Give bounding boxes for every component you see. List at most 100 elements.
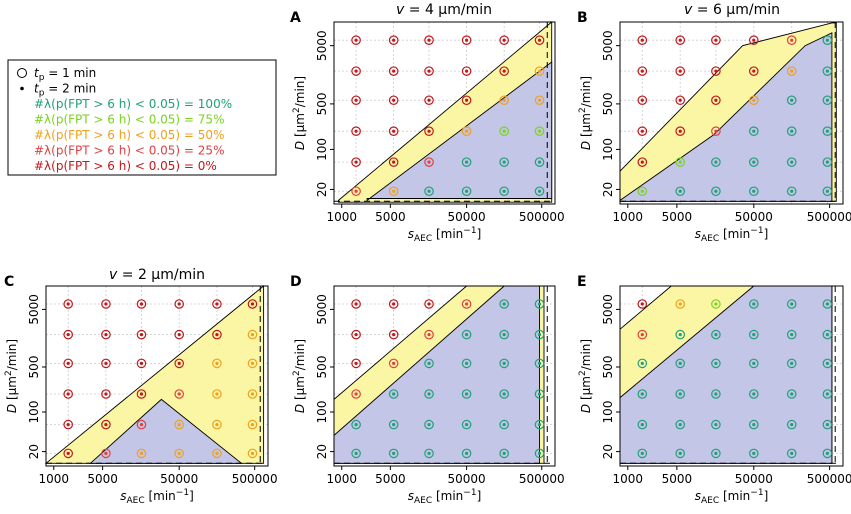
data-points xyxy=(351,299,545,459)
point-tp1 xyxy=(637,329,648,340)
point-tp1 xyxy=(748,448,759,459)
point-tp2 xyxy=(104,451,108,455)
point-tp2 xyxy=(640,451,644,455)
point-tp2 xyxy=(678,69,682,73)
point-tp1 xyxy=(534,358,545,369)
point-tp2 xyxy=(427,361,431,365)
point-tp1 xyxy=(534,186,545,197)
point-tp1 xyxy=(786,35,797,45)
x-tick-label: 50000 xyxy=(160,472,198,486)
point-tp2 xyxy=(465,189,469,193)
point-tp1 xyxy=(461,186,472,197)
legend-item: #λ(p(FPT > 6 h) < 0.05) = 50% xyxy=(34,128,224,142)
point-tp2 xyxy=(640,392,644,396)
point-tp1 xyxy=(351,35,361,45)
legend-label: #λ(p(FPT > 6 h) < 0.05) = 50% xyxy=(34,128,224,142)
point-tp2 xyxy=(825,98,829,102)
point-tp2 xyxy=(392,333,396,337)
point-tp2 xyxy=(537,333,542,337)
point-tp1 xyxy=(351,157,361,167)
point-tp1 xyxy=(212,389,222,399)
point-tp1 xyxy=(101,358,111,369)
point-tp1 xyxy=(63,448,73,459)
point-tp2 xyxy=(825,333,829,337)
point-tp2 xyxy=(640,98,644,102)
point-tp1 xyxy=(786,419,797,430)
point-tp2 xyxy=(678,129,682,133)
point-tp1 xyxy=(174,419,184,430)
point-tp1 xyxy=(136,448,147,459)
point-tp1 xyxy=(461,66,472,76)
legend-item: #λ(p(FPT > 6 h) < 0.05) = 100% xyxy=(34,97,232,111)
point-tp1 xyxy=(424,126,434,136)
point-tp1 xyxy=(499,448,509,459)
point-tp1 xyxy=(748,389,759,399)
y-tick-label: 5000 xyxy=(601,294,615,325)
point-tp1 xyxy=(174,299,184,309)
point-tp1 xyxy=(534,329,545,340)
point-tp2 xyxy=(177,423,181,427)
data-points xyxy=(637,35,833,197)
point-tp1 xyxy=(499,299,509,309)
point-tp2 xyxy=(354,451,358,455)
point-tp1 xyxy=(424,419,434,430)
point-tp2 xyxy=(427,129,431,133)
y-axis-label: D [μm2/min] xyxy=(578,339,593,413)
y-axis-label: D [μm2/min] xyxy=(4,339,19,413)
x-tick-label: 50000 xyxy=(735,210,773,224)
point-tp1 xyxy=(499,419,509,430)
x-tick-label: 500000 xyxy=(519,210,565,224)
panel-title: v = 4 μm/min xyxy=(396,2,492,18)
point-tp1 xyxy=(424,448,434,459)
y-axis-label: D [μm2/min] xyxy=(578,76,593,150)
x-tick-label: 50000 xyxy=(448,472,486,486)
point-tp2 xyxy=(640,302,644,306)
y-tick-label: 20 xyxy=(315,182,329,197)
point-tp2 xyxy=(714,129,718,133)
point-tp2 xyxy=(714,69,718,73)
point-tp1 xyxy=(63,419,73,430)
point-tp2 xyxy=(790,189,794,193)
point-tp1 xyxy=(388,66,399,76)
point-tp2 xyxy=(354,98,358,102)
point-tp2 xyxy=(427,98,431,102)
point-tp2 xyxy=(640,69,644,73)
point-tp2 xyxy=(104,423,108,427)
point-tp1 xyxy=(461,95,472,106)
y-tick-label: 100 xyxy=(315,401,329,424)
point-tp1 xyxy=(675,95,686,106)
x-tick-label: 500000 xyxy=(232,472,278,486)
point-tp2 xyxy=(392,129,396,133)
point-tp2 xyxy=(139,361,144,365)
y-tick-label: 5000 xyxy=(601,30,615,61)
point-tp2 xyxy=(790,98,794,102)
point-tp2 xyxy=(790,302,794,306)
point-tp1 xyxy=(786,358,797,369)
point-tp1 xyxy=(822,95,833,106)
point-tp1 xyxy=(63,299,73,309)
point-tp1 xyxy=(675,186,686,197)
point-tp1 xyxy=(499,157,509,167)
x-tick-label: 1000 xyxy=(38,472,69,486)
point-tp2 xyxy=(465,392,469,396)
point-tp2 xyxy=(502,38,506,42)
point-tp2 xyxy=(502,98,506,102)
point-tp1 xyxy=(247,358,258,369)
point-tp1 xyxy=(637,35,648,45)
point-tp2 xyxy=(790,38,794,42)
point-tp1 xyxy=(675,358,686,369)
point-tp2 xyxy=(139,392,144,396)
point-tp1 xyxy=(247,329,258,340)
point-tp2 xyxy=(825,361,829,365)
point-tp2 xyxy=(354,423,358,427)
point-tp1 xyxy=(822,329,833,340)
point-tp2 xyxy=(392,302,396,306)
point-tp1 xyxy=(461,419,472,430)
point-tp1 xyxy=(637,448,648,459)
point-tp1 xyxy=(637,126,648,136)
point-tp1 xyxy=(748,358,759,369)
point-tp1 xyxy=(461,126,472,136)
point-tp1 xyxy=(499,126,509,136)
point-tp2 xyxy=(139,451,144,455)
point-tp1 xyxy=(101,329,111,340)
